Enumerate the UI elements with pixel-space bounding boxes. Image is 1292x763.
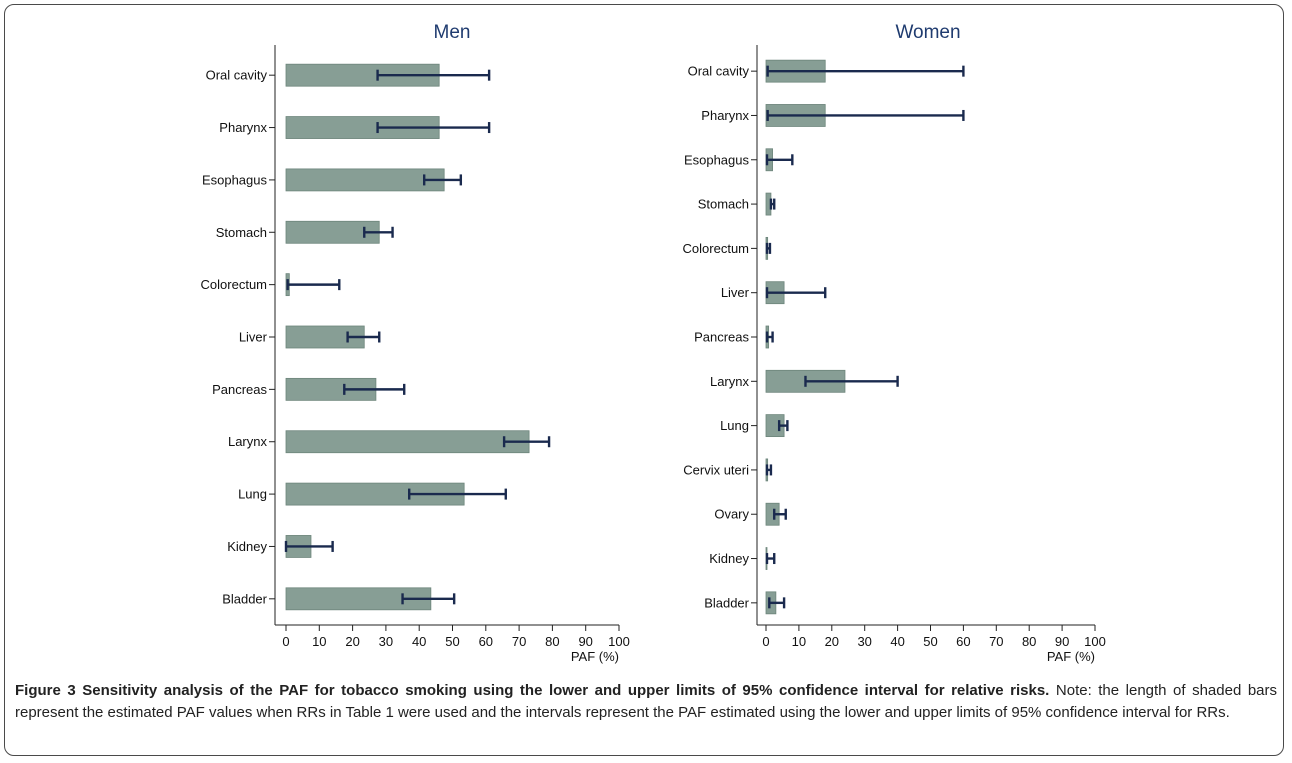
women-y-tick-label: Lung [720, 418, 749, 433]
women-x-tick-label: 80 [1022, 634, 1036, 649]
men-x-tick-label: 30 [379, 634, 393, 649]
men-y-tick-label: Kidney [227, 539, 267, 554]
men-x-tick-label: 100 [608, 634, 630, 649]
women-y-tick-label: Colorectum [683, 241, 749, 256]
women-y-tick-label: Bladder [704, 595, 749, 610]
women-x-tick-label: 0 [762, 634, 769, 649]
men-y-tick-label: Lung [238, 487, 267, 502]
women-x-tick-label: 10 [792, 634, 806, 649]
women-x-tick-label: 90 [1055, 634, 1069, 649]
caption-label: Figure 3 [15, 682, 76, 699]
caption-title: Sensitivity analysis of the PAF for toba… [82, 682, 1050, 699]
women-y-tick-label: Ovary [714, 507, 749, 522]
caption-note: Note: the length of shaded bars represen… [15, 682, 1277, 721]
men-x-tick-label: 70 [512, 634, 526, 649]
women-y-tick-label: Liver [721, 285, 750, 300]
women-y-tick-label: Pancreas [694, 330, 749, 345]
women-x-tick-label: 30 [857, 634, 871, 649]
women-x-tick-label: 40 [890, 634, 904, 649]
women-chart-title: Women [895, 22, 960, 43]
women-x-tick-label: 20 [825, 634, 839, 649]
men-bar-esophagus [285, 168, 445, 192]
men-x-tick-label: 40 [412, 634, 426, 649]
women-y-tick-label: Larynx [710, 374, 750, 389]
men-y-tick-label: Pancreas [212, 382, 267, 397]
women-x-tick-label: 60 [956, 634, 970, 649]
men-y-tick-label: Liver [239, 330, 268, 345]
men-bar-larynx [285, 430, 530, 454]
men-chart-title: Men [434, 22, 471, 43]
men-x-tick-label: 60 [479, 634, 493, 649]
men-y-tick-label: Stomach [216, 225, 267, 240]
women-y-tick-label: Oral cavity [688, 64, 750, 79]
women-y-tick-label: Esophagus [684, 152, 750, 167]
women-x-tick-label: 100 [1084, 634, 1106, 649]
men-x-tick-label: 0 [282, 634, 289, 649]
figure-frame [4, 4, 1284, 756]
figure-caption: Figure 3 Sensitivity analysis of the PAF… [15, 680, 1277, 724]
men-y-tick-label: Esophagus [202, 172, 268, 187]
men-y-tick-label: Pharynx [219, 120, 267, 135]
women-x-tick-label: 50 [923, 634, 937, 649]
women-y-tick-label: Pharynx [701, 108, 749, 123]
women-y-tick-label: Cervix uteri [683, 462, 749, 477]
men-x-tick-label: 80 [545, 634, 559, 649]
men-x-axis-label: PAF (%) [571, 649, 619, 664]
men-x-tick-label: 50 [445, 634, 459, 649]
men-y-tick-label: Oral cavity [206, 68, 268, 83]
women-x-axis-label: PAF (%) [1047, 649, 1095, 664]
women-y-tick-label: Stomach [698, 197, 749, 212]
men-x-tick-label: 20 [345, 634, 359, 649]
women-x-tick-label: 70 [989, 634, 1003, 649]
women-y-tick-label: Kidney [709, 551, 749, 566]
men-y-tick-label: Colorectum [201, 277, 267, 292]
men-y-tick-label: Bladder [222, 591, 267, 606]
men-x-tick-label: 90 [578, 634, 592, 649]
men-x-tick-label: 10 [312, 634, 326, 649]
men-y-tick-label: Larynx [228, 434, 268, 449]
